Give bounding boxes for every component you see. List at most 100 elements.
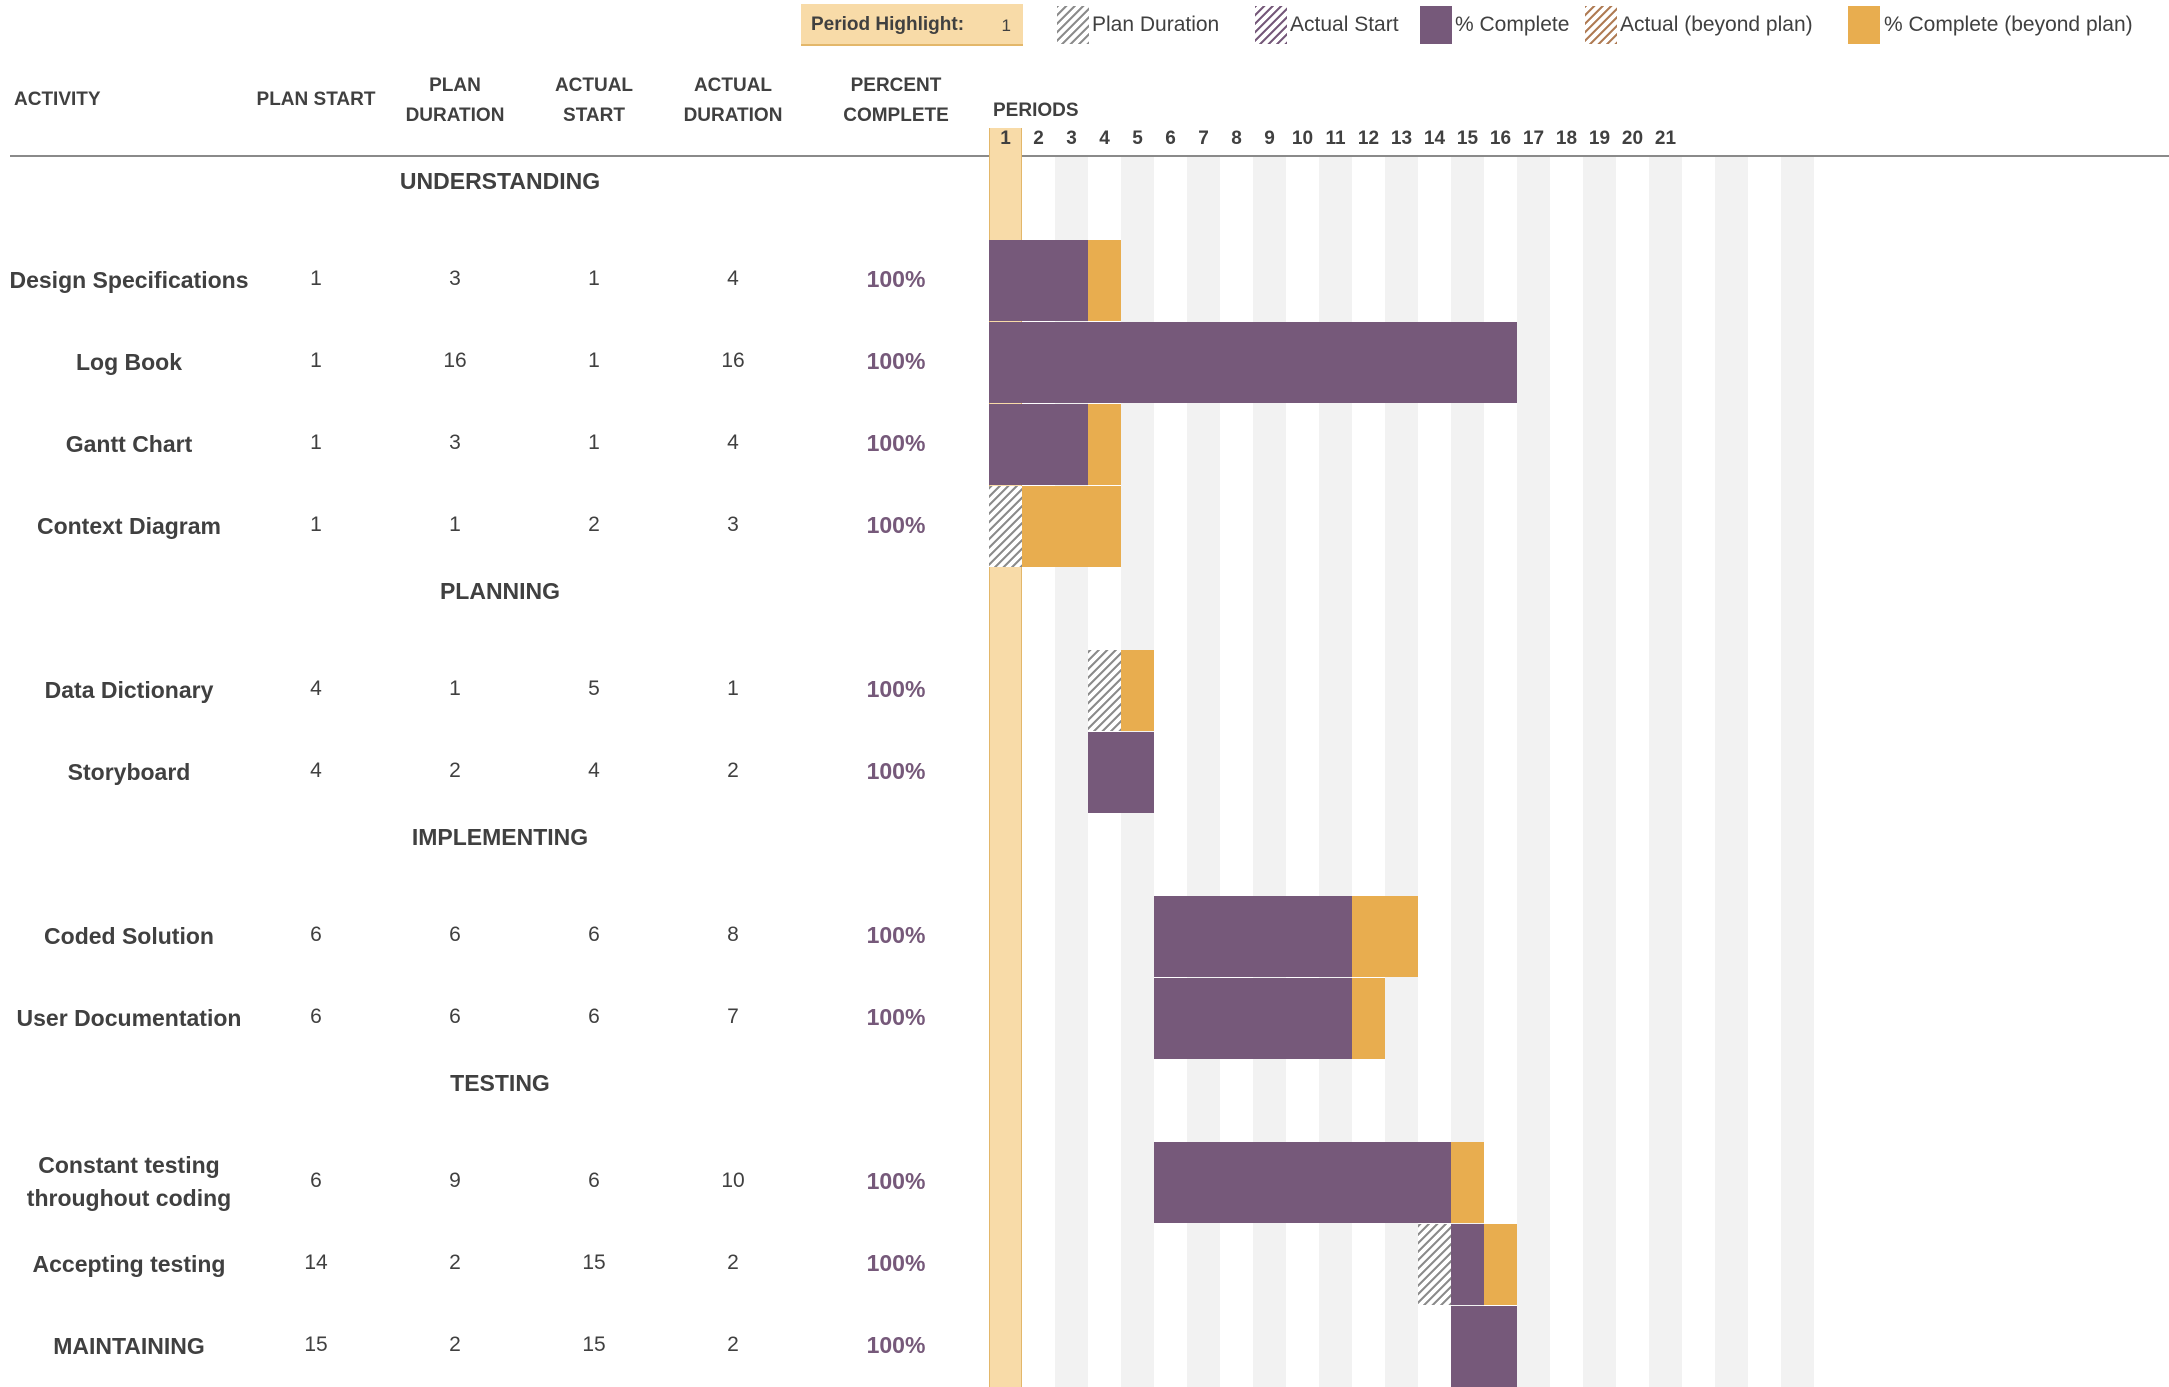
percent-complete-beyond-plan-bar (1088, 240, 1121, 321)
period-label-20: 20 (1621, 128, 1644, 149)
section-label: IMPLEMENTING (411, 824, 589, 850)
percent-complete-cell: 100% (866, 1168, 926, 1194)
header-actual-start-line1: ACTUAL (554, 75, 634, 96)
percent-complete-cell: 100% (866, 1250, 926, 1276)
period-column (1550, 157, 1583, 1387)
actual-start-cell: 1 (588, 267, 600, 290)
plan-duration-bar (1088, 650, 1121, 731)
plan-duration-cell: 2 (449, 1251, 461, 1274)
percent-complete-beyond-plan-bar (1451, 1142, 1484, 1223)
actual-start-cell: 4 (588, 759, 600, 782)
legend-swatch-percent-complete-beyond-plan (1848, 6, 1880, 44)
actual-duration-cell: 8 (727, 923, 739, 946)
actual-duration-cell: 4 (727, 431, 739, 454)
period-column (1715, 157, 1748, 1387)
plan-start-cell: 6 (310, 923, 322, 946)
header-activity: ACTIVITY (14, 89, 101, 110)
percent-complete-beyond-plan-bar (1121, 650, 1154, 731)
percent-complete-beyond-plan-bar (1088, 404, 1121, 485)
period-label-16: 16 (1489, 128, 1512, 149)
legend-label-actual-start: Actual Start (1290, 13, 1399, 36)
percent-complete-bar (1154, 896, 1352, 977)
plan-start-cell: 4 (310, 677, 322, 700)
legend-label-plan-duration: Plan Duration (1092, 13, 1220, 36)
plan-duration-cell: 3 (449, 431, 461, 454)
plan-duration-bar (989, 486, 1022, 567)
activity-name: Gantt Chart (65, 430, 193, 457)
period-label-6: 6 (1165, 128, 1176, 149)
activity-name: Log Book (75, 348, 183, 375)
plan-start-cell: 4 (310, 759, 322, 782)
plan-duration-cell: 2 (449, 1333, 461, 1356)
actual-start-cell: 1 (588, 349, 600, 372)
period-label-2: 2 (1033, 128, 1044, 149)
period-label-1: 1 (1000, 128, 1011, 149)
period-highlight-value[interactable]: 1 (1001, 16, 1011, 35)
activity-name: Storyboard (67, 758, 191, 785)
actual-start-cell: 2 (588, 513, 600, 536)
period-label-5: 5 (1132, 128, 1143, 149)
header-actual-duration: ACTUAL DURATION (673, 71, 793, 131)
header-rule (10, 155, 2169, 157)
header-actual-start: ACTUAL START (534, 71, 654, 131)
percent-complete-cell: 100% (866, 676, 926, 702)
header-plan-duration-line1: PLAN (429, 75, 481, 96)
actual-duration-cell: 7 (727, 1005, 739, 1028)
plan-duration-cell: 1 (449, 513, 461, 536)
header-periods: PERIODS (993, 100, 1079, 121)
period-column (1814, 157, 1847, 1387)
period-label-9: 9 (1264, 128, 1275, 149)
legend-label-actual-beyond-plan: Actual (beyond plan) (1620, 13, 1813, 36)
period-label-8: 8 (1231, 128, 1242, 149)
activity-name: Context Diagram (36, 512, 222, 539)
header-plan-duration-line2: DURATION (405, 105, 505, 126)
legend-swatch-percent-complete (1420, 6, 1452, 44)
period-label-4: 4 (1099, 128, 1110, 149)
period-label-13: 13 (1390, 128, 1413, 149)
period-label-3: 3 (1066, 128, 1077, 149)
header-actual-duration-line2: DURATION (683, 105, 783, 126)
percent-complete-cell: 100% (866, 922, 926, 948)
activity-name: User Documentation (16, 1004, 242, 1031)
actual-start-cell: 6 (588, 923, 600, 946)
actual-duration-cell: 10 (721, 1169, 745, 1192)
actual-duration-cell: 2 (727, 1251, 739, 1274)
actual-duration-cell: 3 (727, 513, 739, 536)
legend-label-percent-complete: % Complete (1455, 13, 1570, 36)
percent-complete-cell: 100% (866, 430, 926, 456)
actual-duration-cell: 2 (727, 1333, 739, 1356)
activity-name: Design Specifications (9, 266, 249, 293)
actual-start-cell: 1 (588, 431, 600, 454)
plan-start-cell: 1 (310, 267, 322, 290)
plan-duration-cell: 9 (449, 1169, 461, 1192)
actual-duration-cell: 16 (721, 349, 745, 372)
activity-name: Accepting testing (32, 1250, 226, 1277)
plan-start-cell: 1 (310, 349, 322, 372)
period-column (1748, 157, 1781, 1387)
percent-complete-cell: 100% (866, 1332, 926, 1358)
period-label-10: 10 (1291, 128, 1314, 149)
period-column (1616, 157, 1649, 1387)
percent-complete-cell: 100% (866, 266, 926, 292)
period-label-17: 17 (1522, 128, 1545, 149)
percent-complete-bar (989, 404, 1088, 485)
plan-duration-cell: 6 (449, 923, 461, 946)
activity-name: Coded Solution (44, 922, 214, 949)
period-highlight-box[interactable]: Period Highlight: 1 (801, 4, 1023, 46)
plan-start-cell: 1 (310, 431, 322, 454)
period-column (1517, 157, 1550, 1387)
period-highlight-label: Period Highlight: (811, 14, 965, 35)
actual-start-cell: 15 (582, 1251, 606, 1274)
legend-label-percent-complete-beyond-plan: % Complete (beyond plan) (1884, 13, 2133, 36)
plan-start-cell: 6 (310, 1005, 322, 1028)
percent-complete-beyond-plan-bar (1352, 978, 1385, 1059)
plan-start-cell: 6 (310, 1169, 322, 1192)
activity-name: Constant testing throughout coding (26, 1152, 232, 1211)
legend-swatch-actual-start (1255, 6, 1287, 44)
period-label-18: 18 (1555, 128, 1578, 149)
percent-complete-bar (989, 322, 1517, 403)
actual-start-cell: 15 (582, 1333, 606, 1356)
period-label-15: 15 (1456, 128, 1479, 149)
period-column (1583, 157, 1616, 1387)
percent-complete-bar (1451, 1224, 1484, 1305)
